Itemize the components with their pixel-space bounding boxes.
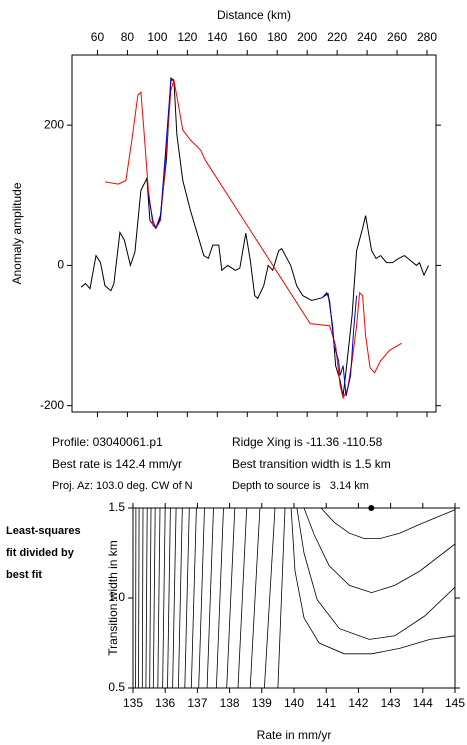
contour-line [216, 507, 224, 689]
x-tick-label: 138 [220, 696, 240, 710]
contour-line [249, 507, 261, 689]
x-tick-label: 220 [327, 30, 347, 44]
x-tick-label: 135 [123, 696, 143, 710]
contour-line [237, 507, 248, 689]
info-text: Proj. Az: 103.0 deg. CW of N [52, 480, 193, 492]
x-tick-label: 141 [316, 696, 336, 710]
x-tick-label: 120 [177, 30, 197, 44]
side-label: best fit [6, 569, 42, 581]
contour-line [198, 507, 205, 689]
contour-line [320, 507, 456, 539]
x-tick-label: 60 [91, 30, 105, 44]
contour-line [277, 507, 286, 689]
data-line [80, 77, 429, 396]
x-tick-label: 100 [147, 30, 167, 44]
contour-line [167, 507, 171, 689]
x-tick-label: 142 [348, 696, 368, 710]
data-line [104, 80, 402, 400]
contour-line [190, 507, 197, 689]
info-text: Best rate is 142.4 mm/yr [52, 457, 182, 471]
x-axis-title: Distance (km) [217, 8, 291, 22]
contour-line [226, 507, 236, 689]
y-axis-title: Transition width in km [106, 540, 120, 656]
contour-line [138, 507, 140, 689]
info-text: Depth to source is 3.14 km [232, 480, 369, 492]
x-axis-title: Rate in mm/yr [257, 728, 332, 742]
y-tick-label: 200 [44, 117, 64, 131]
contour-line [145, 507, 148, 689]
data-line [147, 79, 358, 397]
x-tick-label: 180 [267, 30, 287, 44]
contour-line [141, 507, 144, 689]
info-text: Profile: 03040061.p1 [52, 435, 163, 449]
x-tick-label: 260 [387, 30, 407, 44]
side-label: fit divided by [6, 547, 75, 559]
x-tick-label: 137 [187, 696, 207, 710]
contour-line [264, 507, 276, 689]
y-tick-label: -200 [40, 398, 64, 412]
info-text: Best transition width is 1.5 km [232, 457, 391, 471]
plot-frame [71, 54, 437, 413]
x-tick-label: 140 [284, 696, 304, 710]
x-tick-label: 139 [252, 696, 272, 710]
x-tick-label: 240 [357, 30, 377, 44]
x-tick-label: 280 [417, 30, 437, 44]
contour-line [172, 507, 177, 689]
x-tick-label: 136 [155, 696, 175, 710]
y-tick-label: 1.5 [108, 500, 125, 514]
x-tick-label: 160 [237, 30, 257, 44]
x-tick-label: 80 [121, 30, 135, 44]
contour-line [290, 507, 456, 655]
contour-line [296, 507, 456, 640]
x-tick-label: 144 [413, 696, 433, 710]
best-fit-point [368, 505, 375, 511]
y-tick-label: 1.0 [108, 590, 125, 604]
contour-line [162, 507, 166, 689]
contour-line [303, 507, 456, 594]
x-tick-label: 140 [207, 30, 227, 44]
contour-line [157, 507, 161, 689]
plot-frame [132, 507, 456, 689]
contour-line [184, 507, 190, 689]
y-axis-title: Anomaly amplitude [10, 182, 24, 284]
contour-line [149, 507, 152, 689]
side-label: Least-squares [6, 525, 81, 537]
info-text: Ridge Xing is -11.36 -110.58 [232, 435, 383, 449]
y-tick-label: 0 [57, 258, 64, 272]
y-tick-label: 0.5 [108, 680, 125, 694]
x-tick-label: 200 [297, 30, 317, 44]
x-tick-label: 145 [445, 696, 465, 710]
contour-line [152, 507, 156, 689]
contour-line [178, 507, 183, 689]
contour-line [206, 507, 214, 689]
x-tick-label: 143 [381, 696, 401, 710]
